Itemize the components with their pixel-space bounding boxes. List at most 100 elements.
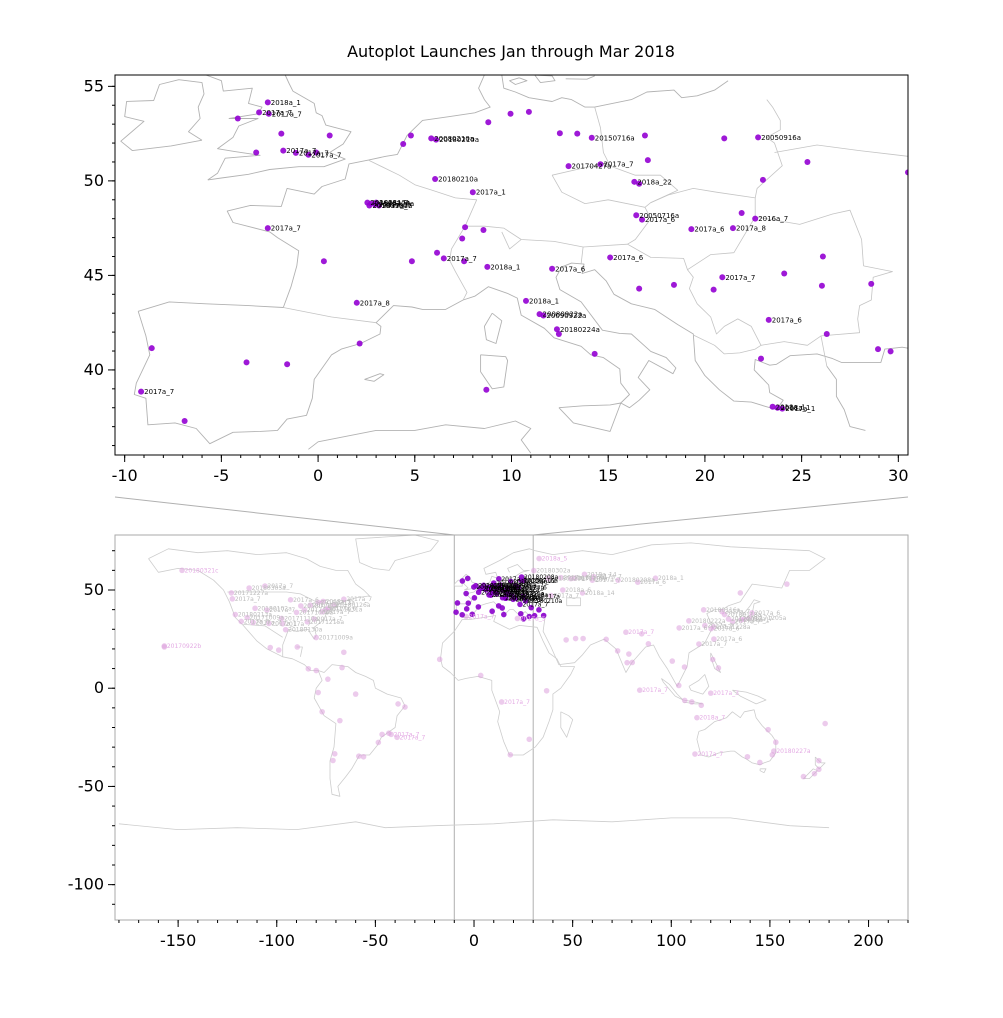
scatter-point <box>711 636 717 642</box>
point-label: 20180117a <box>483 586 518 593</box>
point-label: 2017a_1 <box>503 582 529 589</box>
point-label: 2018a_22 <box>637 178 672 186</box>
point-label: 20180210a <box>438 175 478 183</box>
point-label: 2017a_6 <box>613 254 644 262</box>
point-label: 20171215a <box>310 619 345 626</box>
scatter-point <box>313 149 320 156</box>
point-label: 2018a_22 <box>489 587 519 594</box>
point-label: 2017a_6 <box>731 616 757 623</box>
scatter-point <box>138 388 145 395</box>
scatter-point <box>645 641 652 647</box>
scatter-point <box>563 637 569 643</box>
scatter-point <box>480 582 487 589</box>
scatter-point <box>278 130 285 137</box>
scatter-point <box>710 624 717 630</box>
point-label: 20180210a <box>528 598 563 605</box>
scatter-point <box>520 593 527 600</box>
point-label: 2018a_2 <box>379 199 409 207</box>
scatter-point <box>738 210 745 217</box>
scatter-point <box>779 405 786 412</box>
map-coastline <box>560 711 574 738</box>
point-label: 20180130a <box>288 627 323 634</box>
scatter-point <box>644 157 651 164</box>
scatter-point <box>688 699 695 705</box>
point-label: 20180305a <box>252 585 287 592</box>
point-label: 2017a_7 <box>603 161 633 169</box>
scatter-point <box>639 216 646 223</box>
scatter-point <box>588 134 595 141</box>
map-coastline <box>148 548 370 657</box>
point-label: 2018a_1 <box>780 404 810 412</box>
scatter-point <box>485 119 492 126</box>
scatter-point <box>320 258 327 265</box>
scatter-point <box>504 585 511 591</box>
scatter-point <box>526 736 533 743</box>
scatter-point <box>440 255 447 262</box>
point-label: 2018a_1 <box>776 403 806 411</box>
point-label: 20171227a <box>234 590 269 597</box>
scatter-point <box>278 615 285 622</box>
point-label: 2018a_2 <box>491 584 517 591</box>
scatter-point <box>264 99 271 106</box>
y-tick-label: -100 <box>68 875 104 894</box>
scatter-point <box>356 753 362 759</box>
point-label: 2018a_1 <box>658 575 684 582</box>
scatter-point <box>729 225 736 232</box>
scatter-point <box>267 644 274 651</box>
scatter-point <box>517 601 523 608</box>
scatter-point <box>634 579 641 585</box>
scatter-point <box>463 606 470 612</box>
scatter-point <box>465 600 472 606</box>
point-label: 20150716a <box>595 134 635 142</box>
scatter-point <box>636 687 643 693</box>
scatter-point <box>513 595 519 602</box>
point-label: 20180208a <box>374 200 414 208</box>
scatter-point <box>700 607 707 613</box>
point-label: 20180224a <box>560 326 600 334</box>
scatter-point <box>284 361 291 368</box>
scatter-point <box>719 274 726 281</box>
map-coastline <box>732 689 767 705</box>
scatter-point <box>574 130 581 137</box>
scatter-point <box>453 609 459 615</box>
y-tick-label: -50 <box>78 776 104 795</box>
scatter-point <box>434 249 441 256</box>
scatter-point <box>549 265 556 272</box>
scatter-point <box>749 610 755 616</box>
y-tick-label: 40 <box>84 360 104 379</box>
y-tick-label: 50 <box>84 580 104 599</box>
scatter-point <box>536 555 542 562</box>
map-coastline <box>565 75 595 80</box>
scatter-point <box>490 580 497 586</box>
scatter-point <box>514 615 521 622</box>
point-label: 2017a_7 <box>311 151 341 159</box>
scatter-point <box>597 161 604 168</box>
point-label: 20171009a <box>299 609 334 616</box>
point-label: 2017a_7 <box>499 591 525 598</box>
y-tick-label: 50 <box>84 171 104 190</box>
scatter-point <box>591 350 598 357</box>
scatter-point <box>559 587 566 593</box>
point-label: 2017a_7 <box>267 583 293 590</box>
point-label: 2017a_7 <box>262 109 292 117</box>
scatter-point <box>540 612 547 619</box>
point-label: 2018a_1 <box>744 617 770 624</box>
point-label: 2017a_1 <box>516 596 542 603</box>
scatter-point <box>811 770 818 777</box>
map-coastline <box>308 420 532 454</box>
map-coastline <box>501 75 729 108</box>
scatter-point <box>556 130 563 137</box>
point-label: 20171009a <box>319 635 354 642</box>
x-tick-label: 15 <box>598 466 618 485</box>
point-label: 2017a_7 <box>307 607 333 614</box>
point-label: 2017a_7 <box>144 388 174 396</box>
scatter-point <box>696 641 702 647</box>
scatter-point <box>710 286 717 293</box>
scatter-point <box>757 759 763 766</box>
map-coastline <box>138 75 491 312</box>
scatter-point <box>759 176 766 183</box>
point-label: 2017a_7 <box>447 255 477 263</box>
map-coastline <box>650 187 756 217</box>
scatter-point <box>265 110 272 117</box>
